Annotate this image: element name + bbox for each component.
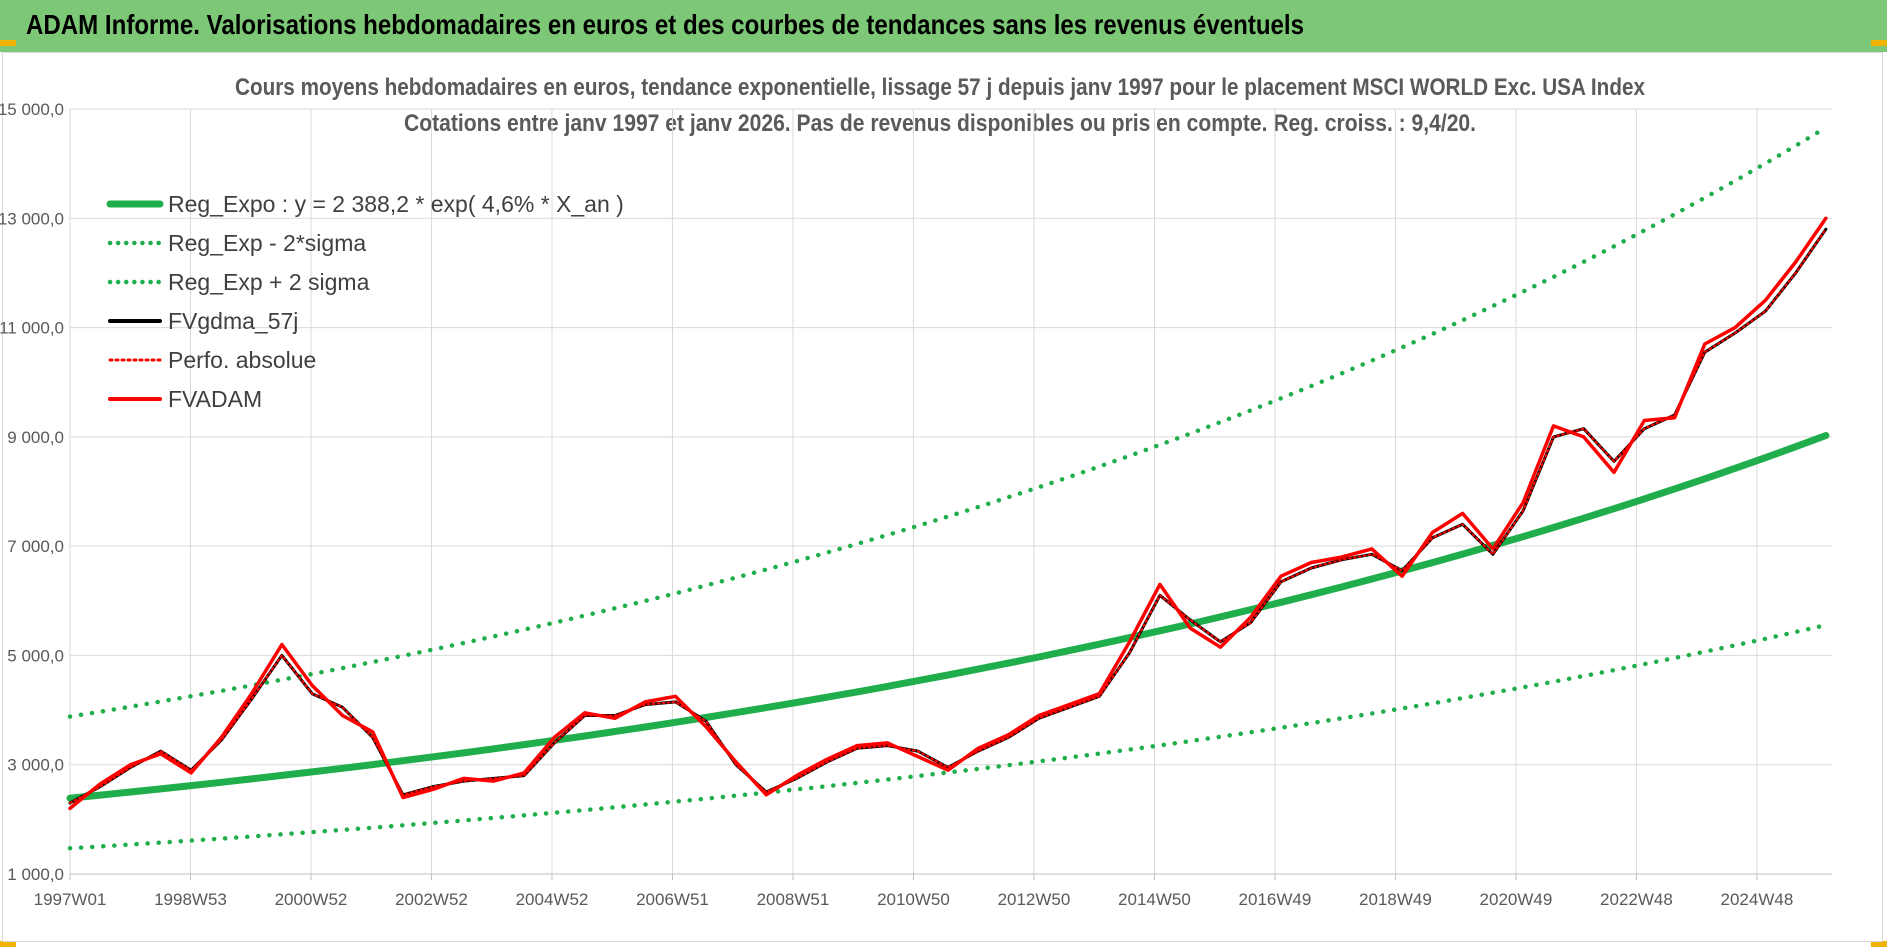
y-tick-label: 13 000,0: [0, 209, 64, 228]
legend-label: FVgdma_57j: [168, 308, 298, 334]
chart-title: Cours moyens hebdomadaires en euros, ten…: [235, 74, 1646, 101]
x-tick-label: 2004W52: [516, 890, 589, 909]
series-line-1: [67, 622, 1829, 851]
x-tick-label: 2008W51: [757, 890, 830, 909]
x-tick-label: 2012W50: [998, 890, 1071, 909]
x-tick-label: 2006W51: [636, 890, 709, 909]
series-line-0: [66, 432, 1830, 802]
legend-label: Reg_Expo : y = 2 388,2 * exp( 4,6% * X_a…: [168, 191, 624, 217]
legend-label: FVADAM: [168, 386, 262, 412]
x-tick-label: 2014W50: [1118, 890, 1191, 909]
trend-chart: Cours moyens hebdomadaires en euros, ten…: [0, 74, 1832, 909]
y-tick-label: 15 000,0: [0, 100, 64, 119]
x-tick-label: 1998W53: [154, 890, 227, 909]
legend-label: Reg_Exp + 2 sigma: [168, 269, 370, 295]
series-line-5: [68, 216, 1828, 811]
y-tick-label: 5 000,0: [7, 646, 64, 665]
legend-label: Reg_Exp - 2*sigma: [168, 230, 366, 256]
x-axis: 1997W01 1998W53 2000W52 2002W52 2004W52 2006W…: [34, 873, 1832, 909]
page-title: ADAM Informe. Valorisations hebdomadaire…: [26, 9, 1305, 40]
x-tick-label: 2022W48: [1600, 890, 1673, 909]
y-tick-label: 9 000,0: [7, 428, 64, 447]
corner-marker-top-left: [0, 40, 16, 46]
chart-subtitle: Cotations entre janv 1997 et janv 2026. …: [404, 110, 1476, 137]
legend: Reg_Expo : y = 2 388,2 * exp( 4,6% * X_a…: [106, 191, 624, 412]
x-tick-label: 2002W52: [395, 890, 468, 909]
series-line-4: [69, 228, 1827, 804]
y-tick-label: 11 000,0: [0, 319, 64, 338]
x-tick-label: 2020W49: [1480, 890, 1553, 909]
corner-marker-top-right: [1871, 40, 1887, 46]
y-tick-label: 3 000,0: [7, 756, 64, 775]
x-tick-label: 2018W49: [1359, 890, 1432, 909]
header-banner: ADAM Informe. Valorisations hebdomadaire…: [0, 0, 1887, 52]
chart-frame: [2, 52, 1883, 942]
plot-area: [66, 125, 1830, 851]
x-tick-label: 2010W50: [877, 890, 950, 909]
y-tick-label: 1 000,0: [7, 865, 64, 884]
y-axis-labels: 1 000,0 3 000,0 5 000,0 7 000,0 9 000,0 11 00…: [0, 100, 64, 884]
corner-marker-bottom-right: [1871, 941, 1887, 947]
x-tick-label: 2024W48: [1721, 890, 1794, 909]
gridlines: [69, 108, 1832, 875]
x-tick-label: 1997W01: [34, 890, 107, 909]
x-tick-label: 2016W49: [1239, 890, 1312, 909]
x-tick-label: 2000W52: [275, 890, 348, 909]
series-line-2: [67, 125, 1829, 719]
corner-marker-bottom-left: [0, 941, 16, 947]
legend-label: Perfo. absolue: [168, 347, 316, 373]
y-tick-label: 7 000,0: [7, 537, 64, 556]
